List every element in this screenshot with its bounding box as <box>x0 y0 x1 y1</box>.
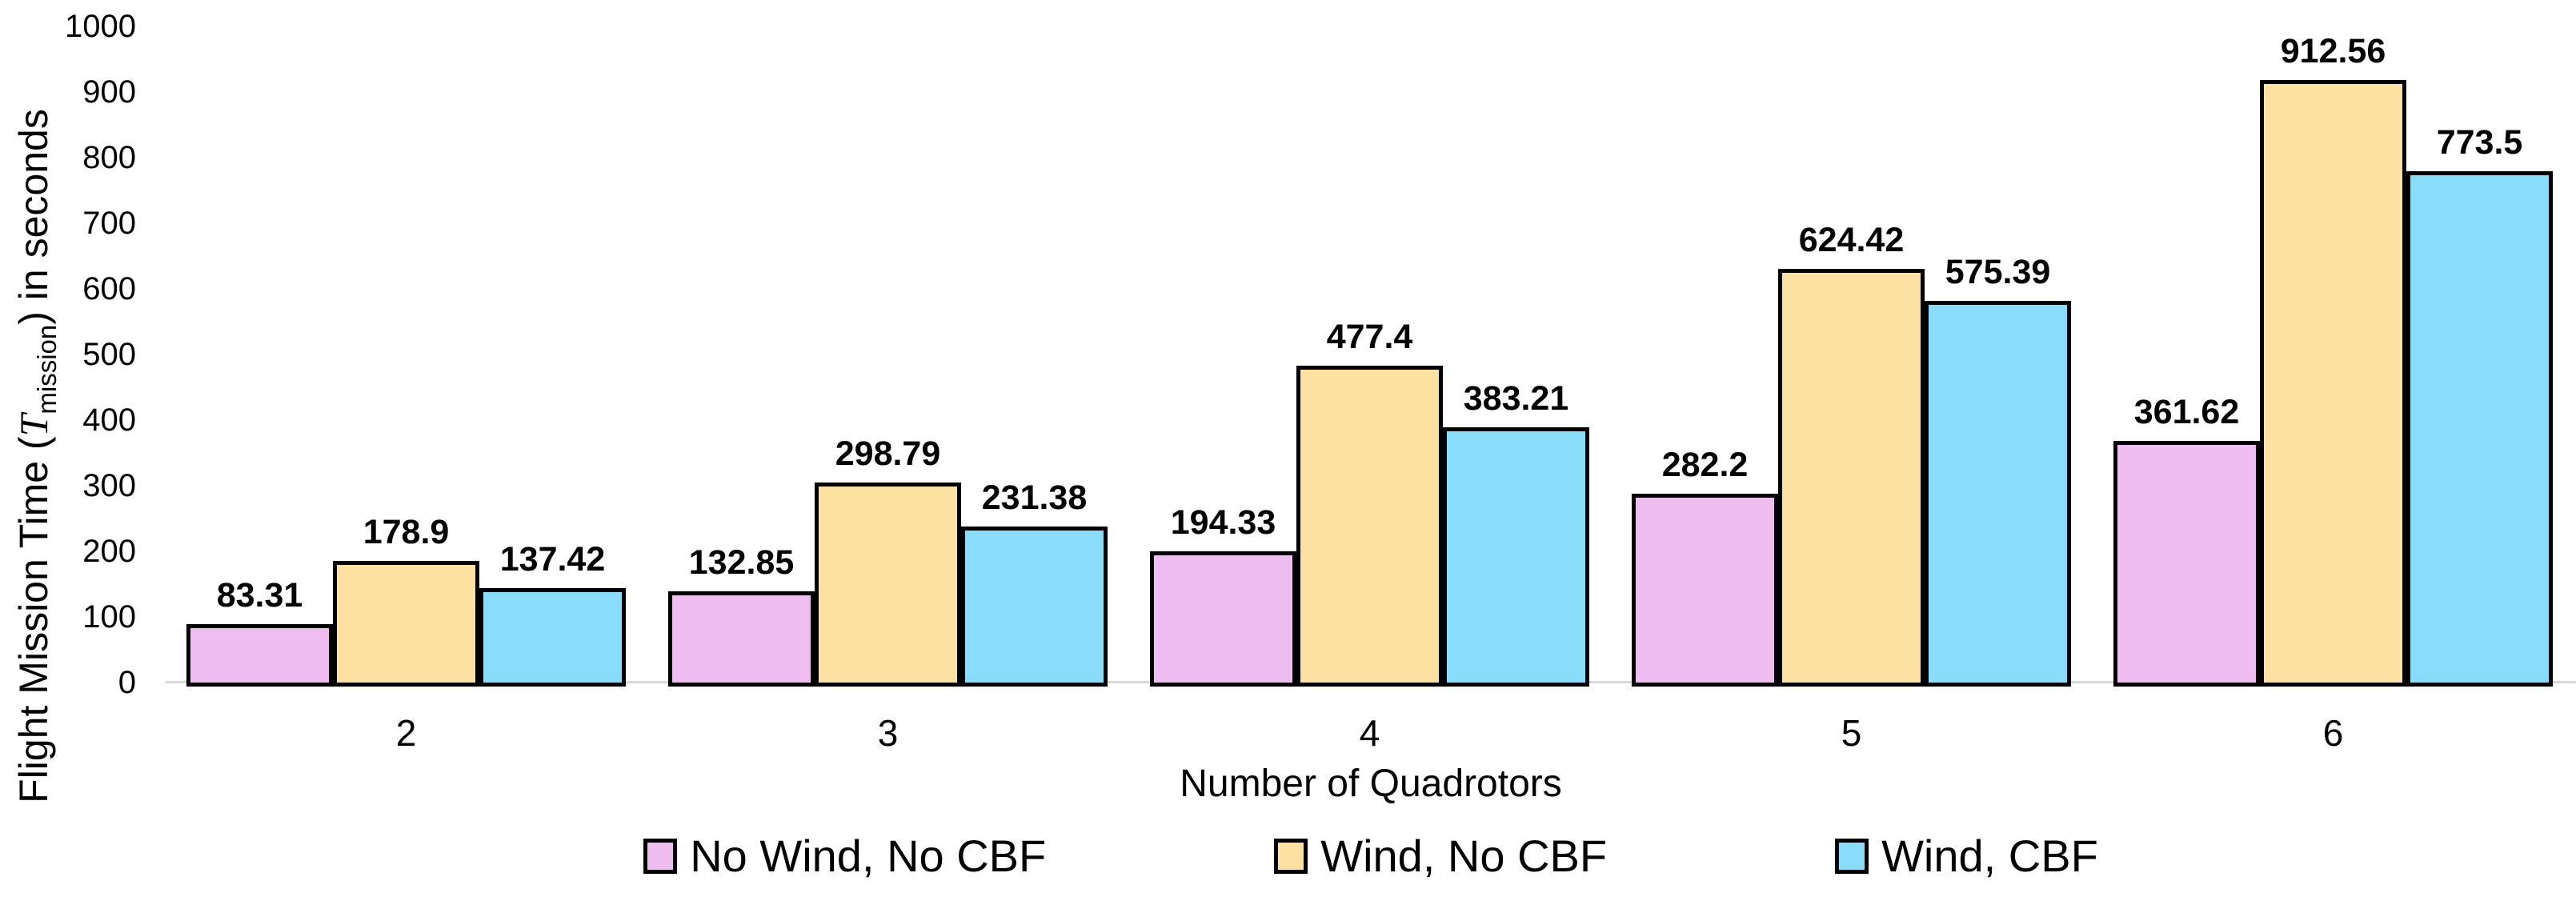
y-axis-tick-label: 200 <box>82 534 136 569</box>
bar-wind-no-cbf-q3 <box>815 482 961 687</box>
bar-value-label: 83.31 <box>216 575 303 615</box>
bar-no-wind-no-cbf-q4 <box>1150 551 1296 687</box>
x-axis-category-label: 4 <box>1359 712 1380 754</box>
y-axis-tick-label: 800 <box>82 140 136 175</box>
y-axis-tick-label: 0 <box>118 665 136 700</box>
legend-swatch-icon <box>1274 839 1308 874</box>
bar-no-wind-no-cbf-q3 <box>668 591 815 687</box>
bar-wind-cbf-q4 <box>1443 426 1589 687</box>
bar-value-label: 132.85 <box>688 543 795 583</box>
bar-wind-no-cbf-q2 <box>333 561 479 687</box>
bar-no-wind-no-cbf-q6 <box>2113 441 2260 687</box>
bar-value-label: 383.21 <box>1463 378 1569 418</box>
y-axis-tick-label: 400 <box>82 402 136 438</box>
bar-wind-no-cbf-q5 <box>1778 268 1925 687</box>
y-axis-tick-label: 500 <box>82 337 136 372</box>
legend-item-wind-cbf: Wind, CBF <box>1835 834 2098 879</box>
legend-item-wind-no-cbf: Wind, No CBF <box>1274 834 1607 879</box>
y-axis-tick-label: 600 <box>82 271 136 306</box>
x-axis-category-label: 6 <box>2322 712 2344 754</box>
bar-wind-cbf-q6 <box>2406 170 2553 687</box>
legend-label: Wind, CBF <box>1881 831 2098 881</box>
y-axis-tick-label: 700 <box>82 206 136 241</box>
bar-value-label: 773.5 <box>2436 122 2523 162</box>
bar-no-wind-no-cbf-q2 <box>186 623 333 687</box>
bar-value-label: 194.33 <box>1170 503 1276 542</box>
legend-label: No Wind, No CBF <box>690 831 1047 881</box>
bar-value-label: 178.9 <box>363 513 450 552</box>
y-axis-tick-label: 300 <box>82 468 136 503</box>
legend-swatch-icon <box>1835 839 1869 874</box>
bar-wind-no-cbf-q4 <box>1296 365 1443 687</box>
legend: No Wind, No CBF Wind, No CBF Wind, CBF <box>166 834 2576 879</box>
legend-item-no-wind-no-cbf: No Wind, No CBF <box>643 834 1046 879</box>
bar-value-label: 137.42 <box>499 540 606 579</box>
x-axis-category-label: 2 <box>395 712 417 754</box>
y-axis-tick-label: 100 <box>82 599 136 635</box>
x-axis-category-label: 3 <box>877 712 899 754</box>
bar-value-label: 282.2 <box>1661 445 1749 484</box>
bar-value-label: 477.4 <box>1326 317 1413 356</box>
bar-value-label: 231.38 <box>981 479 1088 518</box>
bar-wind-cbf-q5 <box>1925 301 2071 687</box>
y-axis-tick-label: 1000 <box>65 9 136 44</box>
bar-value-label: 912.56 <box>2280 31 2386 70</box>
bar-value-label: 361.62 <box>2133 393 2240 432</box>
bar-wind-cbf-q3 <box>961 527 1108 687</box>
bar-wind-no-cbf-q6 <box>2260 79 2406 687</box>
legend-label: Wind, No CBF <box>1320 831 1608 881</box>
x-axis-category-label: 5 <box>1841 712 1862 754</box>
y-axis-tick-label: 900 <box>82 74 136 110</box>
x-axis-title: Number of Quadrotors <box>1180 763 1562 805</box>
bar-value-label: 624.42 <box>1798 220 1905 259</box>
bar-value-label: 575.39 <box>1945 253 2051 292</box>
bar-no-wind-no-cbf-q5 <box>1632 493 1778 687</box>
legend-swatch-icon <box>643 839 678 874</box>
bar-wind-cbf-q2 <box>479 588 626 687</box>
bar-value-label: 298.79 <box>835 434 941 473</box>
